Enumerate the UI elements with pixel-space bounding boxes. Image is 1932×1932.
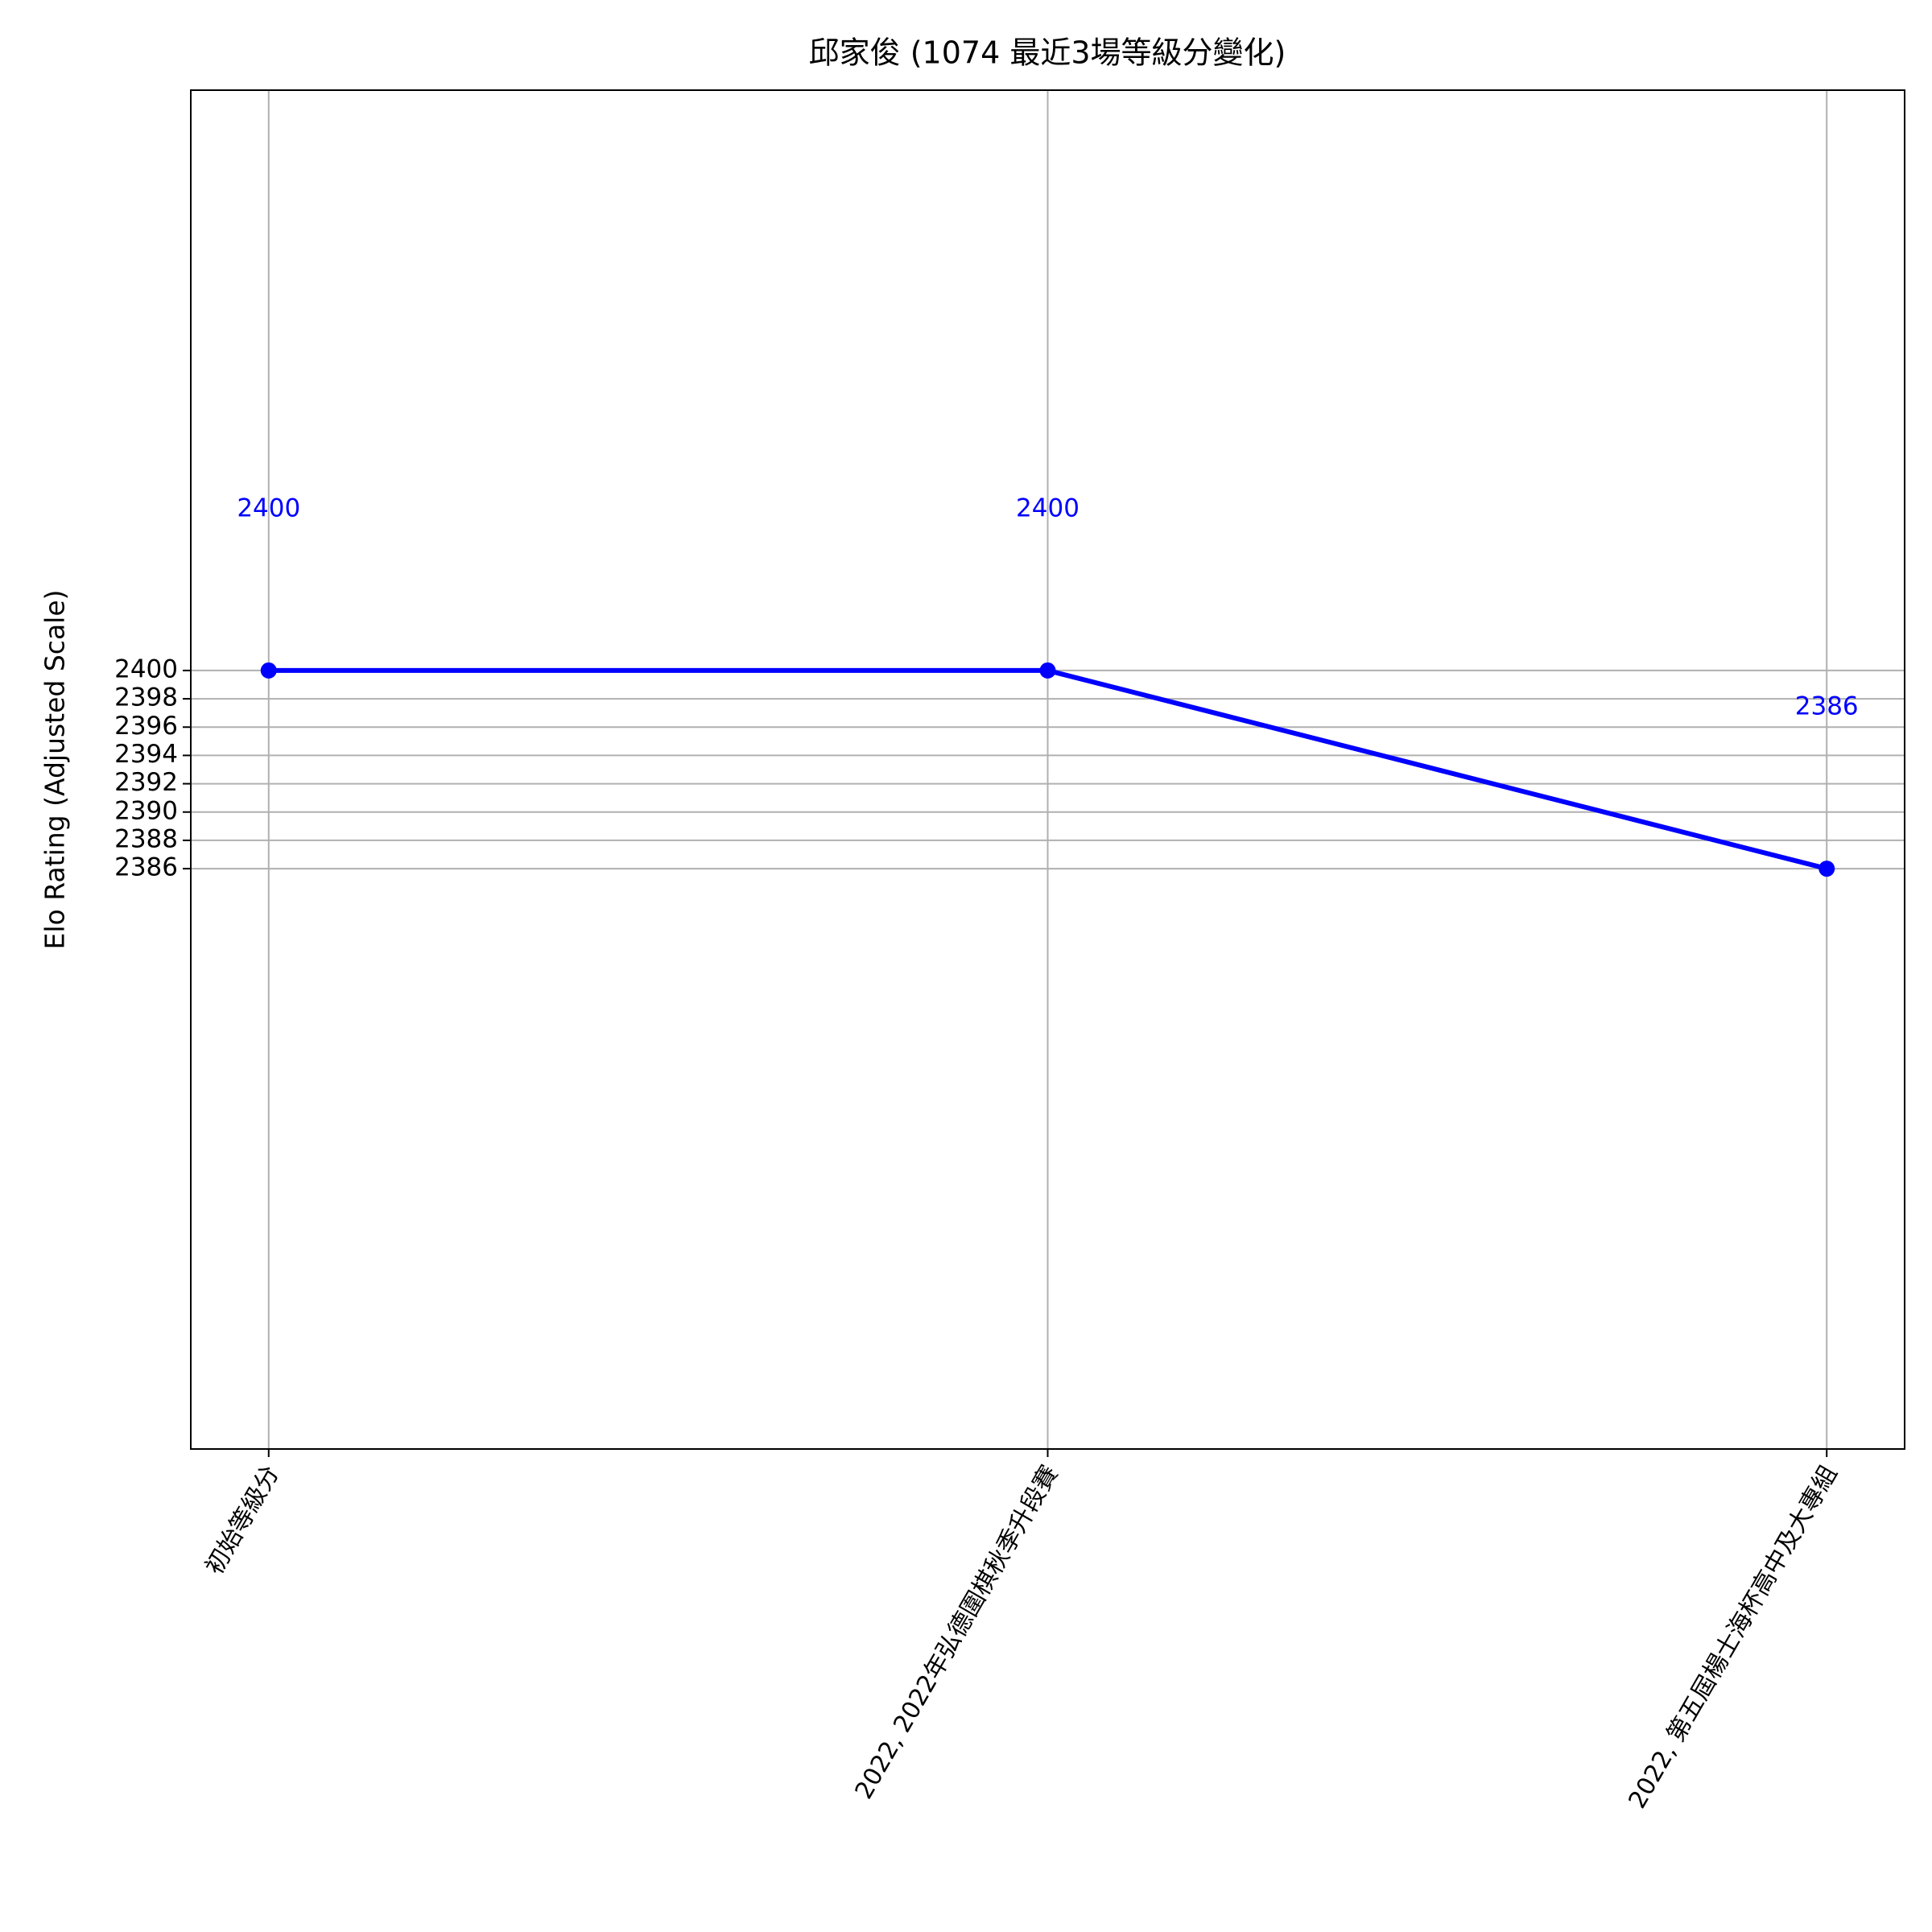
plot-frame (190, 89, 1905, 1450)
y-tick-label: 2388 (114, 824, 178, 853)
data-label: 2400 (237, 493, 300, 522)
y-tick-label: 2386 (114, 853, 178, 882)
data-point (260, 662, 277, 679)
y-tick-label: 2390 (114, 796, 178, 825)
data-point (1039, 662, 1056, 679)
y-tick-label: 2396 (114, 712, 178, 741)
y-tick-label: 2400 (114, 654, 178, 683)
y-tick-label: 2392 (114, 768, 178, 797)
data-point (1818, 861, 1835, 877)
y-axis-label: Elo Rating (Adjusted Scale) (39, 589, 71, 949)
y-tick-label: 2398 (114, 683, 178, 712)
data-label: 2386 (1795, 692, 1859, 721)
y-tick-label: 2394 (114, 740, 178, 769)
chart-title: 邱家俊 (1074 最近3場等級分變化) (809, 35, 1286, 71)
data-label: 2400 (1016, 493, 1080, 522)
